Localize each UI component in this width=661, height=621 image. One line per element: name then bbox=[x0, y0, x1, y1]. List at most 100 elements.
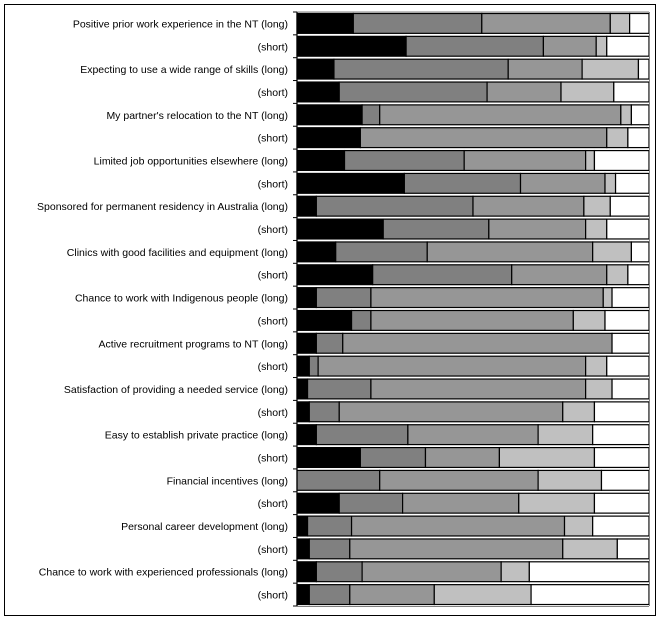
bar-segment-5 bbox=[627, 127, 650, 149]
category-label: Easy to establish private practice (long… bbox=[105, 430, 288, 442]
bar-segment-4 bbox=[518, 492, 596, 514]
bar-segment-4 bbox=[498, 446, 596, 469]
bar-segment-5 bbox=[593, 492, 650, 514]
bar-segment-5 bbox=[593, 401, 650, 423]
bar-segment-1 bbox=[296, 378, 309, 400]
bar-segment-5 bbox=[611, 378, 650, 400]
bar-segment-4 bbox=[595, 35, 608, 57]
bar-segment-5 bbox=[611, 287, 650, 309]
bar-segment-3 bbox=[342, 332, 613, 354]
bar-segment-5 bbox=[530, 584, 650, 606]
bar-segment-4 bbox=[433, 584, 532, 606]
category-label: (short) bbox=[258, 361, 288, 373]
bar-segment-2 bbox=[350, 309, 372, 331]
bar-segment-5 bbox=[637, 58, 650, 80]
bar-segment-2 bbox=[333, 58, 509, 80]
bar-segment-4 bbox=[500, 561, 530, 583]
bar-segment-2 bbox=[403, 172, 522, 194]
bar-segment-1 bbox=[296, 424, 317, 446]
bar-segment-2 bbox=[308, 538, 351, 560]
bar-segment-1 bbox=[296, 584, 310, 606]
bar-segment-2 bbox=[335, 241, 428, 263]
bar-segment-5 bbox=[616, 538, 650, 560]
bar-segment-4 bbox=[563, 515, 594, 537]
bar-segment-5 bbox=[609, 195, 650, 217]
bar-segment-4 bbox=[583, 195, 611, 217]
bar-segment-2 bbox=[315, 195, 474, 217]
bar-segment-4 bbox=[606, 264, 629, 286]
bar-segment-2 bbox=[352, 12, 483, 34]
bar-segment-2 bbox=[361, 104, 381, 126]
bar-segment-2 bbox=[338, 81, 488, 103]
bar-segment-1 bbox=[296, 81, 340, 103]
bar-segment-3 bbox=[350, 515, 566, 537]
category-labels: Positive prior work experience in the NT… bbox=[37, 18, 288, 601]
bar-segment-2 bbox=[372, 264, 513, 286]
category-label: (short) bbox=[258, 178, 288, 190]
bar-segment-5 bbox=[614, 172, 650, 194]
bar-segment-2 bbox=[315, 424, 409, 446]
bar-segment-2 bbox=[343, 149, 465, 172]
bar-segment-3 bbox=[379, 104, 622, 126]
category-label: (short) bbox=[258, 315, 288, 327]
bar-segment-3 bbox=[407, 424, 539, 446]
bar-segment-3 bbox=[349, 538, 564, 560]
bar-segment-5 bbox=[627, 264, 650, 286]
bar-segment-3 bbox=[317, 355, 587, 377]
bar-segment-1 bbox=[296, 35, 407, 57]
bar-segment-3 bbox=[519, 172, 606, 194]
category-label: Satisfaction of providing a needed servi… bbox=[64, 384, 288, 396]
bar-segment-1 bbox=[296, 515, 309, 537]
bar-segment-1 bbox=[296, 332, 317, 354]
bar-segment-5 bbox=[593, 446, 650, 469]
bar-segment-2 bbox=[306, 515, 353, 537]
category-label: Limited job opportunities elsewhere (lon… bbox=[94, 156, 288, 168]
category-label: Personal career development (long) bbox=[121, 521, 288, 533]
category-label: (short) bbox=[258, 87, 288, 99]
bar-segment-1 bbox=[296, 127, 361, 149]
bar-segment-1 bbox=[296, 264, 374, 286]
bar-segment-3 bbox=[361, 561, 502, 583]
bar-segment-2 bbox=[308, 584, 351, 606]
bar-segment-2 bbox=[338, 492, 404, 514]
bar-segment-1 bbox=[296, 12, 354, 34]
bar-segment-3 bbox=[349, 584, 435, 606]
bar-segment-1 bbox=[296, 58, 335, 80]
bar-segment-2 bbox=[308, 355, 319, 377]
bar-segment-1 bbox=[296, 172, 405, 194]
bar-segment-3 bbox=[481, 12, 611, 34]
bar-segment-2 bbox=[308, 401, 340, 423]
bar-segment-5 bbox=[593, 149, 650, 172]
bar-segment-3 bbox=[402, 492, 520, 514]
bar-segment-1 bbox=[296, 492, 340, 514]
category-label: (short) bbox=[258, 407, 288, 419]
bar-segment-3 bbox=[542, 35, 597, 57]
bar-segment-2 bbox=[306, 378, 372, 400]
bar-segment-1 bbox=[296, 241, 337, 263]
bar-segment-5 bbox=[592, 424, 650, 446]
bar-segment-1 bbox=[296, 538, 310, 560]
category-label: Sponsored for permanent residency in Aus… bbox=[37, 201, 288, 213]
bar-segment-4 bbox=[604, 172, 617, 194]
category-label: Chance to work with Indigenous people (l… bbox=[75, 293, 288, 305]
bar-segment-5 bbox=[604, 309, 650, 331]
bar-segment-1 bbox=[296, 195, 317, 217]
bar-segment-3 bbox=[488, 218, 587, 240]
bar-segment-4 bbox=[585, 218, 608, 240]
bar-segment-2 bbox=[315, 287, 372, 309]
bar-segment-5 bbox=[606, 218, 650, 240]
bar-segment-4 bbox=[560, 81, 615, 103]
bar-segment-1 bbox=[296, 446, 361, 469]
bar-segment-3 bbox=[463, 149, 587, 172]
bar-segment-4 bbox=[562, 538, 618, 560]
bar-segment-4 bbox=[585, 149, 596, 172]
chart-frame bbox=[4, 4, 656, 616]
bar-segment-4 bbox=[537, 424, 594, 446]
bar-segment-2 bbox=[315, 332, 344, 354]
bar-segment-3 bbox=[507, 58, 583, 80]
bar-segment-3 bbox=[370, 287, 604, 309]
bar-segment-1 bbox=[296, 287, 317, 309]
category-label: My partner's relocation to the NT (long) bbox=[106, 110, 288, 122]
bar-segment-3 bbox=[370, 309, 574, 331]
